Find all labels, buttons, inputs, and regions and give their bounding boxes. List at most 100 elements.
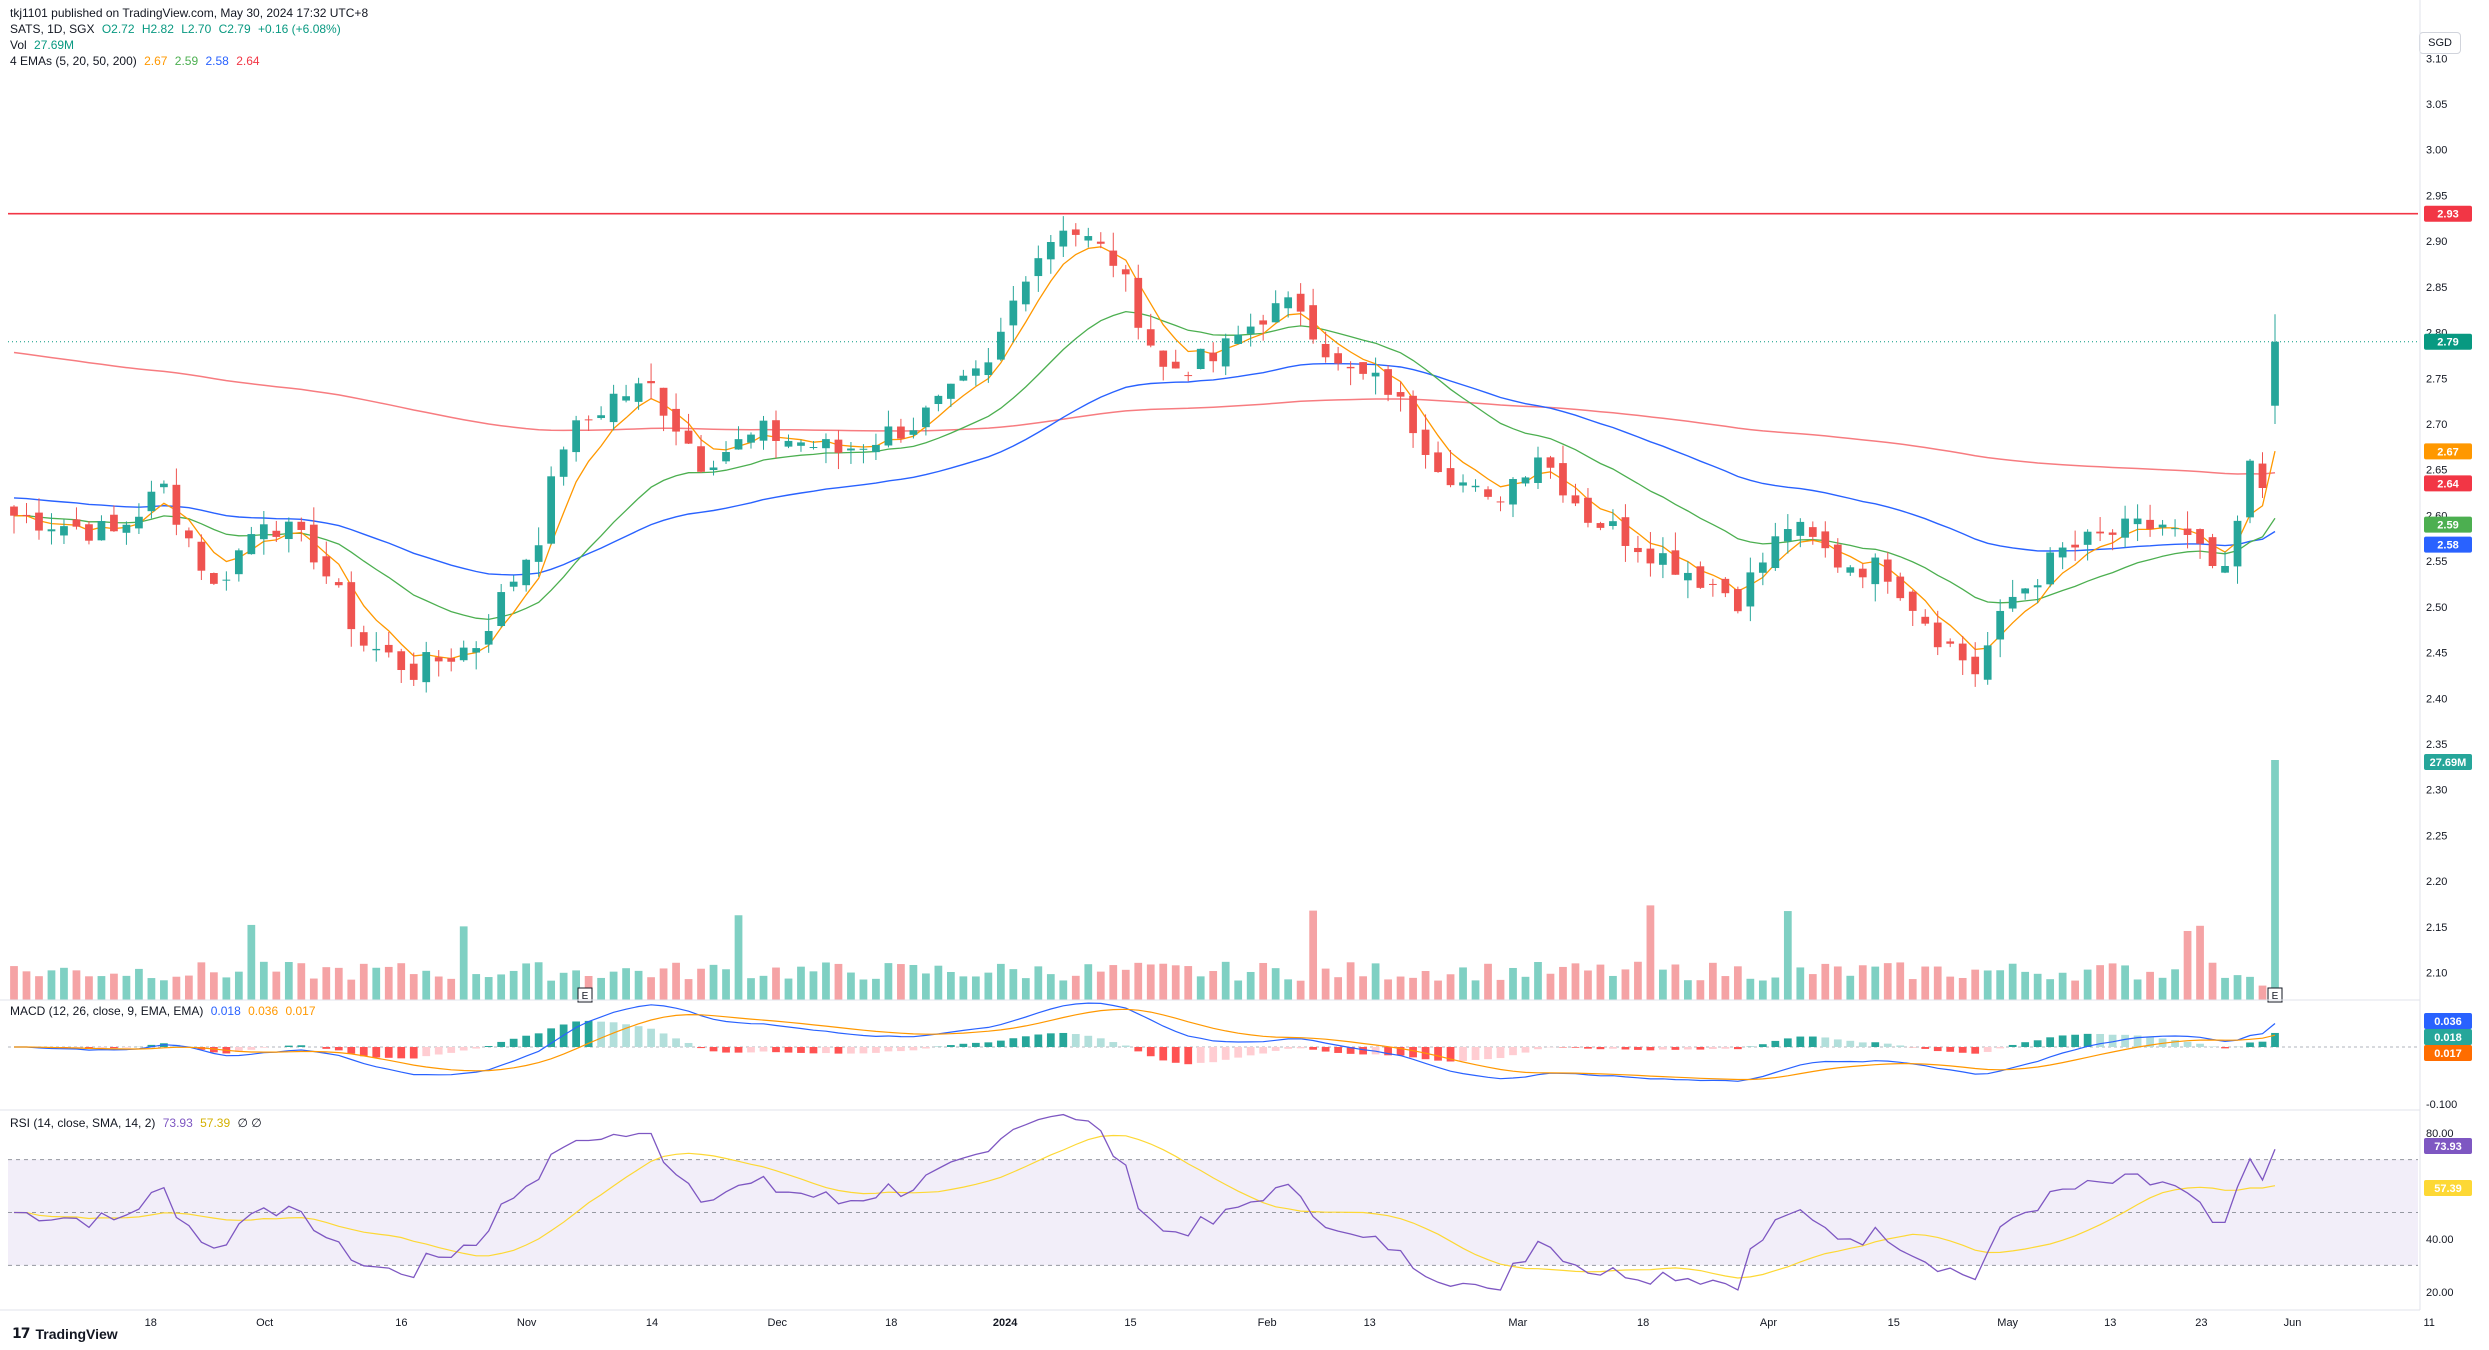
legend-symbol[interactable]: SATS, 1D, SGX	[10, 22, 95, 36]
candle-body	[1721, 578, 1730, 594]
candle-body	[996, 331, 1005, 360]
candle-body	[1846, 567, 1855, 573]
candle-body	[1021, 281, 1030, 305]
macd-hist-bar	[122, 1047, 131, 1048]
macd-hist-bar	[1271, 1047, 1280, 1051]
volume-bar	[609, 971, 618, 1000]
volume-bar	[160, 980, 168, 1000]
candle-body	[434, 657, 443, 662]
volume-bar	[1334, 977, 1342, 1000]
volume-bar	[309, 978, 318, 1000]
volume-bar	[684, 979, 693, 1000]
candle-body	[1046, 242, 1055, 260]
candle-body	[2071, 544, 2080, 548]
volume-bar	[647, 977, 655, 1000]
volume-bar	[1933, 966, 1942, 1000]
macd-hist-bar	[659, 1033, 668, 1047]
volume-bar	[1971, 969, 1980, 1000]
candle-body	[347, 582, 356, 630]
candle-body	[647, 381, 655, 384]
volume-bar	[497, 974, 506, 1000]
volume-bar	[1421, 971, 1430, 1000]
candle-body	[1509, 479, 1517, 505]
macd-hist-bar	[1833, 1039, 1842, 1047]
volume-bar	[1359, 976, 1367, 1000]
candle-body	[1084, 236, 1093, 241]
volume-bar	[2258, 985, 2267, 1000]
candle-body	[2046, 552, 2055, 585]
volume-bar	[1671, 964, 1680, 1000]
price-axis-tick: 2.95	[2426, 190, 2447, 202]
macd-hist-bar	[1858, 1042, 1867, 1047]
volume-bar	[672, 962, 680, 1000]
volume-bar	[884, 963, 893, 1000]
macd-hist-bar	[1596, 1047, 1605, 1050]
candle-body	[759, 420, 768, 441]
candle-body	[1559, 463, 1567, 496]
volume-bar	[1084, 964, 1093, 1000]
legend-close: C2.79	[218, 22, 251, 36]
macd-hist-bar	[372, 1047, 381, 1058]
ema20-price-tag: 2.59	[2437, 520, 2458, 532]
volume-bar	[384, 966, 393, 1000]
candle-body	[85, 524, 93, 541]
legend-macd-label[interactable]: MACD (12, 26, close, 9, EMA, EMA)	[10, 1004, 204, 1018]
candle-body	[1609, 521, 1617, 527]
volume-bar	[2271, 760, 2279, 1000]
volume-bar	[534, 962, 543, 1000]
legend-rsi-label[interactable]: RSI (14, close, SMA, 14, 2)	[10, 1116, 156, 1130]
price-axis-tick: 2.30	[2426, 785, 2447, 797]
candle-body	[1796, 521, 1805, 536]
macd-hist-bar	[1221, 1047, 1230, 1060]
volume-bar	[834, 963, 843, 1000]
volume-bar	[322, 967, 331, 1000]
macd-hist-bar	[1209, 1047, 1218, 1063]
rsi-sma-tag-bg	[2424, 1180, 2472, 1196]
price-axis-tick: 2.65	[2426, 465, 2447, 477]
price-axis-tick: 2.85	[2426, 282, 2447, 294]
currency-button[interactable]: SGD	[2419, 32, 2461, 54]
candle-body	[584, 419, 593, 421]
volume-bar	[1571, 963, 1580, 1000]
candle-body	[1396, 392, 1405, 397]
ema5-price-tag-bg	[2424, 443, 2472, 460]
macd-hist-bar	[1071, 1034, 1080, 1047]
candle-body	[1409, 395, 1417, 434]
volume-bar	[971, 976, 980, 1000]
footer-brand[interactable]: 𝟭𝟳 TradingView	[12, 1325, 118, 1342]
last-price-tag: 2.79	[2437, 337, 2458, 349]
volume-bar	[135, 968, 143, 1000]
volume-bar	[1221, 961, 1230, 1000]
candle-body	[172, 484, 181, 525]
legend-ema-label[interactable]: 4 EMAs (5, 20, 50, 200)	[10, 54, 137, 68]
legend-rsi-sma: 57.39	[200, 1116, 231, 1130]
volume-bar	[1896, 962, 1905, 1000]
macd-hist-bar	[1821, 1037, 1830, 1047]
volume-bar	[1534, 962, 1542, 1000]
macd-line	[14, 1002, 2276, 1082]
macd-hist-bar	[1184, 1047, 1193, 1065]
macd-hist-bar	[984, 1042, 993, 1047]
candle-body	[1908, 591, 1917, 611]
volume-bar	[47, 970, 56, 1000]
candle-body	[809, 447, 818, 449]
legend-low: L2.70	[181, 22, 212, 36]
candle-body	[1096, 241, 1105, 244]
macd-hist-bar	[1484, 1047, 1492, 1060]
macd-hist-bar	[1296, 1047, 1305, 1049]
macd-hist-bar	[1921, 1047, 1930, 1049]
macd-hist-tag-bg	[2424, 1029, 2472, 1045]
candle-body	[1146, 329, 1155, 346]
volume-bar	[1496, 979, 1505, 1000]
volume-bar	[1634, 961, 1642, 1000]
volume-bar	[1034, 966, 1043, 1000]
volume-bar	[1733, 966, 1742, 1000]
legend-vol-label[interactable]: Vol	[10, 38, 27, 52]
ema20-price-tag-bg	[2424, 516, 2472, 533]
candle-body	[1234, 334, 1243, 344]
macd-hist-bar	[509, 1038, 518, 1047]
volume-bar	[1709, 962, 1717, 1000]
volume-bar	[1484, 963, 1492, 1000]
rsi-tag: 73.93	[2434, 1141, 2462, 1153]
